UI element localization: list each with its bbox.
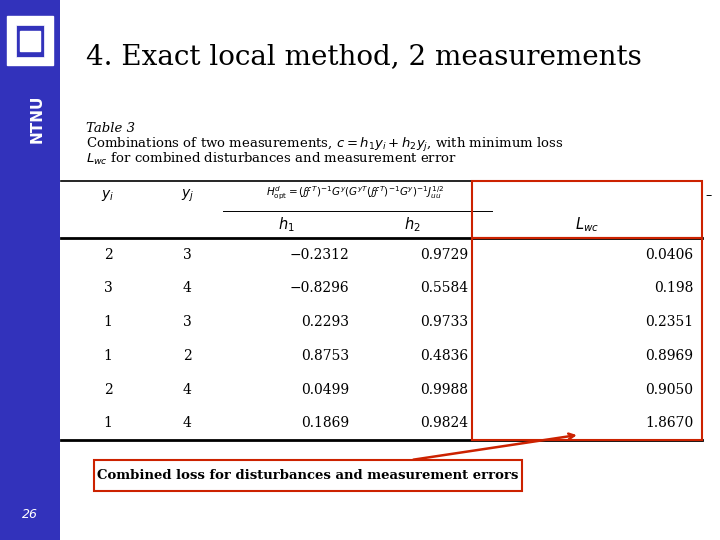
Text: $H^d_{\rm opt} = (\digamma\!\digamma^T)^{-1}G^y(G^{yT}(\digamma\!\digamma^T)^{-1: $H^d_{\rm opt} = (\digamma\!\digamma^T)^…: [266, 184, 444, 202]
Bar: [472, 238, 702, 440]
Text: 1.8670: 1.8670: [645, 416, 693, 430]
Text: 2: 2: [104, 248, 112, 262]
Text: 4. Exact local method, 2 measurements: 4. Exact local method, 2 measurements: [86, 43, 642, 70]
Text: 0.1869: 0.1869: [301, 416, 349, 430]
Text: $h_1$: $h_1$: [278, 215, 294, 234]
Text: 4: 4: [183, 382, 192, 396]
Text: 2: 2: [104, 382, 112, 396]
Text: 0.4836: 0.4836: [420, 349, 468, 363]
Text: −0.8296: −0.8296: [289, 281, 349, 295]
Text: 0.9824: 0.9824: [420, 416, 468, 430]
Text: $L_{wc}$ for combined disturbances and measurement error: $L_{wc}$ for combined disturbances and m…: [86, 151, 457, 167]
Text: 1: 1: [104, 416, 112, 430]
Text: 4: 4: [183, 281, 192, 295]
Text: 1: 1: [104, 315, 112, 329]
Text: 1: 1: [104, 349, 112, 363]
Bar: [94, 460, 522, 491]
Text: $h_2$: $h_2$: [404, 215, 420, 234]
Text: 26: 26: [22, 508, 38, 521]
Bar: [7, 16, 53, 65]
Text: 0.5584: 0.5584: [420, 281, 468, 295]
Bar: [16, 25, 44, 57]
Text: 0.0499: 0.0499: [301, 382, 349, 396]
Text: 0.9050: 0.9050: [645, 382, 693, 396]
Text: Table 3: Table 3: [86, 122, 135, 134]
Text: 0.198: 0.198: [654, 281, 693, 295]
Text: 0.2293: 0.2293: [301, 315, 349, 329]
Text: 2: 2: [183, 349, 192, 363]
Text: 0.9988: 0.9988: [420, 382, 468, 396]
Bar: [472, 181, 702, 238]
Text: 0.9729: 0.9729: [420, 248, 468, 262]
Text: $y_i$: $y_i$: [102, 188, 114, 203]
Text: 3: 3: [183, 315, 192, 329]
Bar: [19, 31, 40, 51]
Text: 3: 3: [183, 248, 192, 262]
Text: Combinations of two measurements, $c = h_1 y_i + h_2 y_j$, with minimum loss: Combinations of two measurements, $c = h…: [86, 136, 564, 154]
Text: 0.2351: 0.2351: [645, 315, 693, 329]
Text: 4: 4: [183, 416, 192, 430]
Text: $y_j$: $y_j$: [181, 187, 194, 204]
Text: −0.2312: −0.2312: [289, 248, 349, 262]
Text: 0.8753: 0.8753: [301, 349, 349, 363]
Text: –: –: [706, 188, 712, 201]
Text: 3: 3: [104, 281, 112, 295]
Text: $L_{wc}$: $L_{wc}$: [575, 215, 599, 234]
Text: 0.8969: 0.8969: [645, 349, 693, 363]
Text: 0.0406: 0.0406: [645, 248, 693, 262]
Text: NTNU: NTNU: [30, 94, 45, 143]
Text: Combined loss for disturbances and measurement errors: Combined loss for disturbances and measu…: [97, 469, 518, 482]
Text: 0.9733: 0.9733: [420, 315, 468, 329]
